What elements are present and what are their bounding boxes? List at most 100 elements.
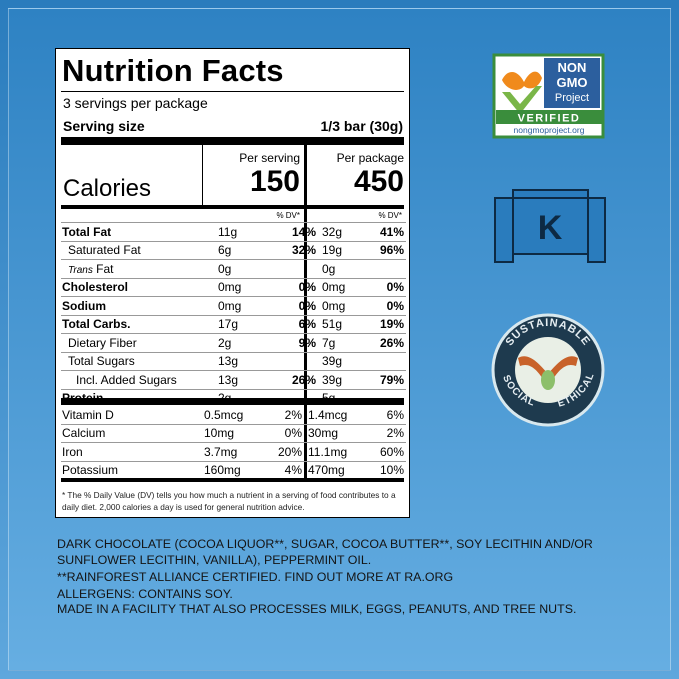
- nutrient-name: Fat: [96, 261, 114, 276]
- ingredients: DARK CHOCOLATE (COCOA LIQUOR**, SUGAR, C…: [57, 537, 593, 567]
- amount: 10mg: [202, 423, 255, 443]
- certification-note: **RAINFOREST ALLIANCE CERTIFIED. FIND OU…: [57, 570, 454, 584]
- facility-note: MADE IN A FACILITY THAT ALSO PROCESSES M…: [57, 602, 577, 616]
- serving-size-value: 1/3 bar (30g): [320, 118, 403, 134]
- nutrient-name: Cholesterol: [61, 277, 216, 297]
- badge-panel: [544, 58, 600, 108]
- dv: 0%: [255, 423, 305, 443]
- amount: 17g: [216, 314, 269, 334]
- dv-header: % DV*: [276, 211, 300, 220]
- column-line: [202, 145, 203, 207]
- nutrient-row: Saturated Fat 6g 32% 19g 96%: [61, 240, 406, 260]
- kosher-letter: K: [538, 209, 563, 247]
- allergens: ALLERGENS: CONTAINS SOY.: [57, 587, 233, 601]
- column-header: Per package: [336, 151, 404, 165]
- vitamin-name: Iron: [61, 442, 202, 461]
- leaf: [541, 370, 555, 390]
- vitamin-row: Calcium 10mg 0% 30mg 2%: [61, 423, 406, 443]
- nutrient-row: Total Sugars 13g 39g: [61, 351, 406, 371]
- dv: 26%: [374, 333, 406, 352]
- medium-rule: [61, 478, 404, 482]
- dv: 41%: [374, 222, 406, 241]
- nutrient-row: Trans Fat 0g 0g: [61, 259, 406, 278]
- nutrient-name: Total Carbs.: [61, 314, 216, 334]
- dv: 6%: [269, 314, 319, 334]
- vitamin-table: Vitamin D 0.5mcg 2% 1.4mcg 6% Calcium 10mg 0% 3…: [61, 406, 406, 479]
- vitamin-name: Calcium: [61, 423, 202, 443]
- badges: NON GMO Project VERIFIED nongmoproject.o…: [491, 53, 606, 427]
- dv: 2%: [284, 407, 302, 422]
- nutrient-name: Sodium: [61, 296, 216, 315]
- nutrient-row: Incl. Added Sugars 13g 26% 39g 79%: [61, 370, 406, 389]
- amount: 160mg: [202, 460, 255, 479]
- dv: 10%: [360, 460, 406, 479]
- dv: 96%: [374, 240, 406, 260]
- nutrient-row: Total Fat 11g 14% 32g 41%: [61, 222, 406, 241]
- amount: 32g: [319, 222, 374, 241]
- dv: 14%: [269, 222, 319, 241]
- dv: 0%: [374, 277, 406, 297]
- hands: [518, 356, 578, 384]
- dv: [269, 259, 319, 278]
- nutrition-label: Nutrition Facts 3 servings per package S…: [55, 48, 410, 518]
- dv: 9%: [269, 333, 319, 352]
- servings: 3 servings per package: [63, 95, 208, 111]
- nutrient-name: Dietary Fiber: [61, 333, 216, 352]
- dv: 79%: [374, 370, 406, 389]
- amount: 0mg: [319, 277, 374, 297]
- calories-value: 150: [249, 165, 300, 198]
- amount: 30mg: [305, 423, 360, 443]
- amount: 39g: [319, 351, 374, 371]
- nutrient-name: Trans Fat: [61, 259, 216, 278]
- rule: [61, 91, 404, 92]
- amount: 1.4mcg: [308, 407, 348, 422]
- amount: 19g: [319, 240, 374, 260]
- label-title: Nutrition Facts: [62, 53, 284, 88]
- vitamin-name: Vitamin D: [62, 407, 114, 422]
- kosher-inner: [512, 197, 589, 255]
- dv: 2%: [360, 423, 406, 443]
- thick-rule: [61, 398, 404, 405]
- nutrient-row: Total Carbs. 17g 6% 51g 19%: [61, 314, 406, 334]
- dv: [374, 351, 406, 371]
- amount: 470mg: [305, 460, 360, 479]
- amount: 0.5mcg: [204, 407, 244, 422]
- serving-size-label: Serving size: [63, 118, 145, 134]
- amount: 51g: [319, 314, 374, 334]
- badge-url: nongmoproject.org: [514, 125, 585, 135]
- calories-value: 450: [353, 165, 404, 198]
- column-header: Per serving: [239, 151, 300, 165]
- vitamin-row: Vitamin D 0.5mcg 2% 1.4mcg 6%: [61, 406, 406, 424]
- calories-label: Calories: [63, 175, 152, 202]
- amount: 3.7mg: [202, 442, 255, 461]
- nutrient-name: Saturated Fat: [61, 240, 216, 260]
- dv: 0%: [269, 296, 319, 315]
- amount: 0mg: [319, 296, 374, 315]
- badge-text: Project: [555, 92, 589, 104]
- amount: 6g: [216, 240, 269, 260]
- amount: 13g: [216, 370, 269, 389]
- amount: 13g: [216, 351, 269, 371]
- dv: 32%: [269, 240, 319, 260]
- dv: 6%: [386, 407, 404, 422]
- dv: [269, 351, 319, 371]
- badge-text: NON: [558, 60, 587, 75]
- dv: [374, 259, 406, 278]
- sustainable-badge: SUSTAINABLE SOCIAL ETHICAL: [491, 313, 605, 427]
- check: [502, 86, 542, 114]
- vitamin-row: Potassium 160mg 4% 470mg 10%: [61, 460, 406, 479]
- dv: 0%: [374, 296, 406, 315]
- dv: 26%: [269, 370, 319, 389]
- vitamin-row: Iron 3.7mg 20% 11.1mg 60%: [61, 442, 406, 461]
- non-gmo-badge: NON GMO Project VERIFIED nongmoproject.o…: [492, 53, 605, 139]
- nutrient-table: Total Fat 11g 14% 32g 41% Saturated Fat 6g 32%…: [61, 222, 406, 407]
- amount: 11g: [216, 222, 269, 241]
- verified-bar: [496, 110, 602, 124]
- badge-text: VERIFIED: [518, 113, 581, 125]
- nutrient-name-italic: Trans: [68, 264, 93, 276]
- nutrient-row: Cholesterol 0mg 0% 0mg 0%: [61, 277, 406, 297]
- amount: 0g: [319, 259, 374, 278]
- butterfly: [502, 71, 542, 90]
- amount: 0mg: [216, 277, 269, 297]
- amount: 11.1mg: [305, 442, 360, 461]
